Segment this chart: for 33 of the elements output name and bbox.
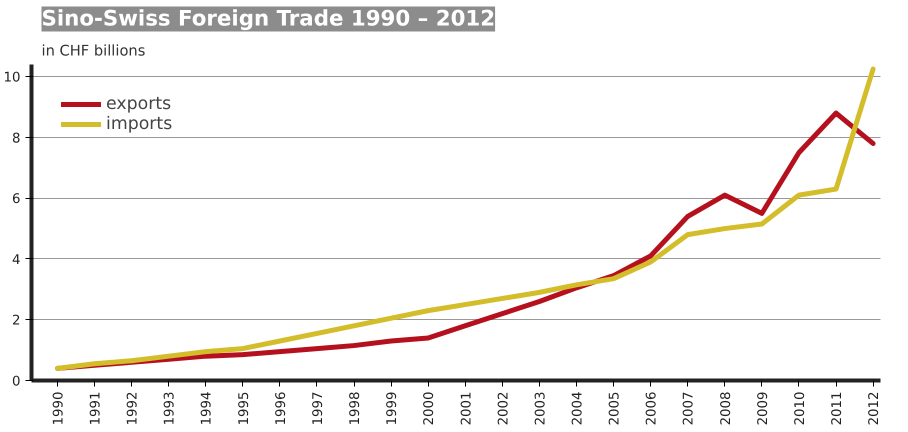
y-tick-label: 8 (12, 131, 21, 146)
x-tick-label: 1999 (385, 391, 400, 426)
chart-title: Sino-Swiss Foreign Trade 1990 – 2012 (42, 6, 496, 32)
x-tick-label: 2006 (644, 391, 660, 426)
x-tick-label: 1996 (274, 391, 289, 426)
x-tick-label: 1992 (126, 391, 141, 426)
x-tick-label: 2005 (608, 391, 623, 426)
x-tick-label: 2008 (718, 391, 734, 426)
legend-label: imports (106, 114, 172, 134)
y-tick-label: 0 (12, 374, 21, 390)
y-tick-label: 6 (12, 192, 21, 208)
x-tick-label: 1995 (236, 391, 252, 426)
x-tick-label: 2011 (830, 391, 846, 426)
y-tick-label: 4 (12, 252, 21, 268)
x-tick-label: 2007 (682, 391, 697, 426)
legend-label: exports (106, 94, 172, 114)
x-tick-label: 2000 (422, 391, 438, 426)
x-tick-label: 1997 (310, 391, 326, 426)
y-tick-label: 10 (4, 70, 21, 86)
x-tick-label: 1990 (51, 391, 66, 426)
x-tick-label: 2002 (496, 391, 512, 426)
x-tick-label: 2004 (570, 391, 586, 426)
x-tick-label: 1994 (200, 391, 215, 426)
x-tick-label: 1991 (88, 391, 104, 426)
y-tick-label: 2 (12, 314, 21, 329)
x-tick-label: 2001 (459, 391, 474, 426)
y-axis-title: in CHF billions (42, 42, 146, 60)
x-tick-label: 1993 (162, 391, 178, 426)
x-tick-label: 2010 (792, 391, 808, 426)
x-tick-label: 1998 (348, 391, 364, 426)
x-tick-label: 2003 (533, 391, 548, 426)
x-tick-label: 2009 (756, 391, 771, 426)
x-tick-label: 2012 (867, 391, 882, 426)
